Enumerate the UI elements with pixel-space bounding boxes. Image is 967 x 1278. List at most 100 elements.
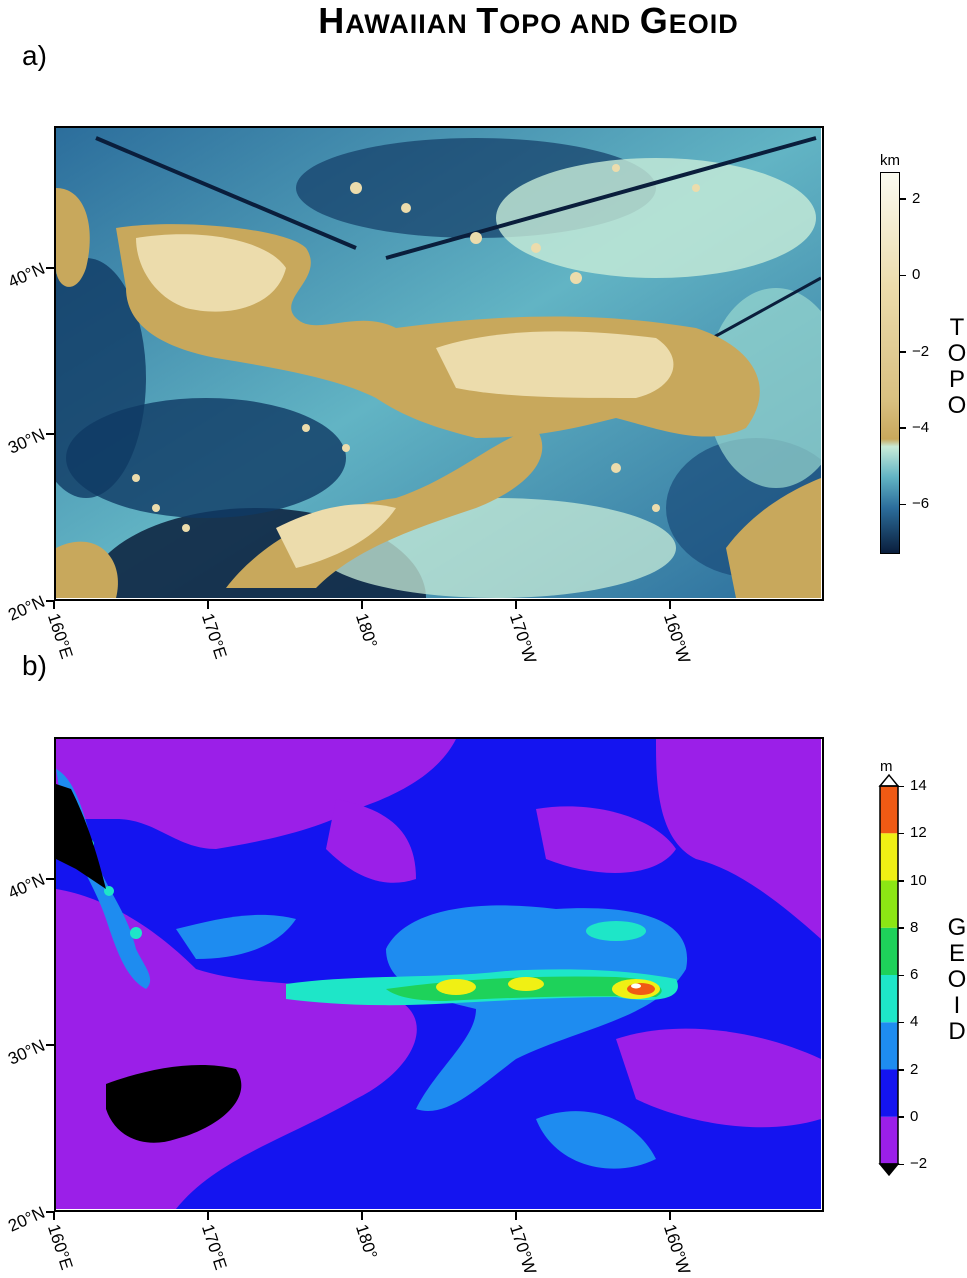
topo-deep-basin xyxy=(56,258,146,498)
geoid-x-tick-mark xyxy=(53,1212,55,1220)
geoid-colorbar-tick-mark xyxy=(898,880,904,882)
geoid-colorbar-tick-label: 10 xyxy=(910,871,927,889)
geoid-colorbar-bottom-triangle xyxy=(878,1163,900,1177)
geoid-colorbar-tick-mark xyxy=(898,927,904,929)
geoid-high xyxy=(508,977,544,991)
geoid-high xyxy=(436,979,476,995)
geoid-colorbar-tick-label: 6 xyxy=(910,966,919,983)
topo-x-tick-label: 170°E xyxy=(197,611,231,662)
geoid-colorbar-tick-mark xyxy=(898,1163,904,1165)
topo-seamount xyxy=(470,232,482,244)
geoid-y-tick-label: 30°N xyxy=(5,1036,48,1069)
topo-colorbar-tick-label: 0 xyxy=(912,266,921,284)
geoid-x-tick-label: 170°W xyxy=(505,1222,540,1277)
topo-colorbar-tick-mark xyxy=(900,198,906,200)
geoid-colorbar-band xyxy=(880,1022,898,1070)
topo-trench xyxy=(385,136,817,260)
topo-colorbar-tick-mark xyxy=(900,503,906,506)
geoid-colorbar-title: G E O I D xyxy=(947,914,967,1045)
geoid-swell xyxy=(176,914,296,959)
topo-x-tick-mark xyxy=(361,601,363,609)
geoid-x-tick-label: 170°E xyxy=(197,1222,231,1273)
geoid-y-tick-mark xyxy=(46,877,54,880)
topo-x-tick-mark xyxy=(207,601,209,609)
topo-swell xyxy=(496,158,816,278)
geoid-x-tick-mark xyxy=(515,1212,517,1220)
geoid-colorbar-band xyxy=(880,1116,898,1164)
geoid-colorbar-tick-mark xyxy=(898,974,904,976)
geoid-high xyxy=(586,921,646,941)
geoid-low xyxy=(326,799,416,883)
geoid-low xyxy=(536,806,676,873)
topo-y-tick-label: 20°N xyxy=(5,591,48,625)
topo-y-tick-label: 30°N xyxy=(5,425,48,458)
topo-seamount xyxy=(531,243,541,253)
geoid-colorbar-tick-label: 2 xyxy=(910,1060,919,1078)
panel-a-label: a) xyxy=(22,40,47,71)
topo-seamount xyxy=(401,203,411,213)
geoid-colorbar-tick-mark xyxy=(898,785,904,787)
topo-y-tick-mark xyxy=(46,433,54,436)
topo-colorbar-title: T O P O xyxy=(947,314,967,419)
topo-x-tick-label: 160°E xyxy=(43,611,77,662)
topo-x-tick-mark xyxy=(669,601,671,609)
geoid-x-tick-mark xyxy=(207,1212,209,1220)
topo-colorbar xyxy=(880,172,900,554)
geoid-x-tick-label: 160°E xyxy=(43,1222,77,1273)
geoid-colorbar-tick-label: 0 xyxy=(910,1107,919,1125)
topo-x-tick-label: 180° xyxy=(351,611,381,651)
topo-colorbar-tick-mark xyxy=(900,351,906,353)
geoid-high xyxy=(627,983,655,995)
topo-colorbar-tick-label: −4 xyxy=(912,418,930,436)
panel-b-label: b) xyxy=(22,650,47,681)
geoid-colorbar-band xyxy=(880,927,898,975)
geoid-colorbar-band xyxy=(880,786,898,834)
topo-seamount xyxy=(692,184,700,192)
topo-plateau xyxy=(726,478,821,598)
topo-plateau xyxy=(436,331,674,398)
geoid-colorbar-tick-label: 8 xyxy=(910,918,919,936)
geoid-y-tick-mark xyxy=(46,1211,54,1213)
topo-y-tick-label: 40°N xyxy=(5,258,48,292)
geoid-colorbar-tick-label: 12 xyxy=(910,824,927,842)
geoid-high xyxy=(104,886,114,896)
geoid-colorbar-tick-mark xyxy=(898,1069,904,1071)
geoid-colorbar-tick-label: 14 xyxy=(910,777,927,794)
geoid-below-scale xyxy=(56,784,106,889)
topo-trench xyxy=(95,136,357,250)
topo-y-tick-mark xyxy=(46,600,54,602)
geoid-colorbar-tick-label: −2 xyxy=(910,1155,928,1172)
geoid-colorbar-tick-mark xyxy=(898,832,904,835)
geoid-colorbar-unit: m xyxy=(880,758,893,775)
geoid-colorbar xyxy=(878,773,900,1177)
geoid-below-scale xyxy=(106,1064,242,1143)
geoid-swell xyxy=(386,905,688,1111)
topo-colorbar-tick-label: −2 xyxy=(912,342,930,360)
geoid-colorbar-band xyxy=(880,975,898,1023)
topo-x-tick-label: 170°W xyxy=(505,611,540,666)
geoid-low xyxy=(656,739,821,939)
geoid-x-tick-label: 160°W xyxy=(659,1222,694,1277)
topo-x-tick-mark xyxy=(53,601,55,609)
geoid-x-tick-label: 180° xyxy=(351,1222,381,1262)
topo-seamount xyxy=(612,164,620,172)
geoid-colorbar-band xyxy=(880,1069,898,1117)
geoid-low xyxy=(56,739,456,849)
geoid-y-tick-label: 40°N xyxy=(5,869,48,903)
topo-plateau xyxy=(136,234,286,312)
topo-plateau xyxy=(276,504,396,568)
geoid-colorbar-tick-label: 4 xyxy=(910,1013,919,1031)
topo-colorbar-tick-mark xyxy=(900,427,906,429)
topo-x-tick-label: 160°W xyxy=(659,611,694,666)
topo-plateau xyxy=(56,188,90,287)
topo-map xyxy=(54,126,824,601)
topo-seamount xyxy=(132,474,140,482)
topo-swell xyxy=(706,288,821,488)
geoid-peak xyxy=(631,983,641,989)
geoid-low xyxy=(616,1028,821,1128)
topo-x-tick-mark xyxy=(515,601,517,609)
topo-colorbar-tick-mark xyxy=(900,274,906,277)
page-title: HAWAIIAN TOPO AND GEOID xyxy=(318,0,739,41)
geoid-colorbar-top-triangle xyxy=(878,773,900,787)
geoid-x-tick-mark xyxy=(361,1212,363,1220)
